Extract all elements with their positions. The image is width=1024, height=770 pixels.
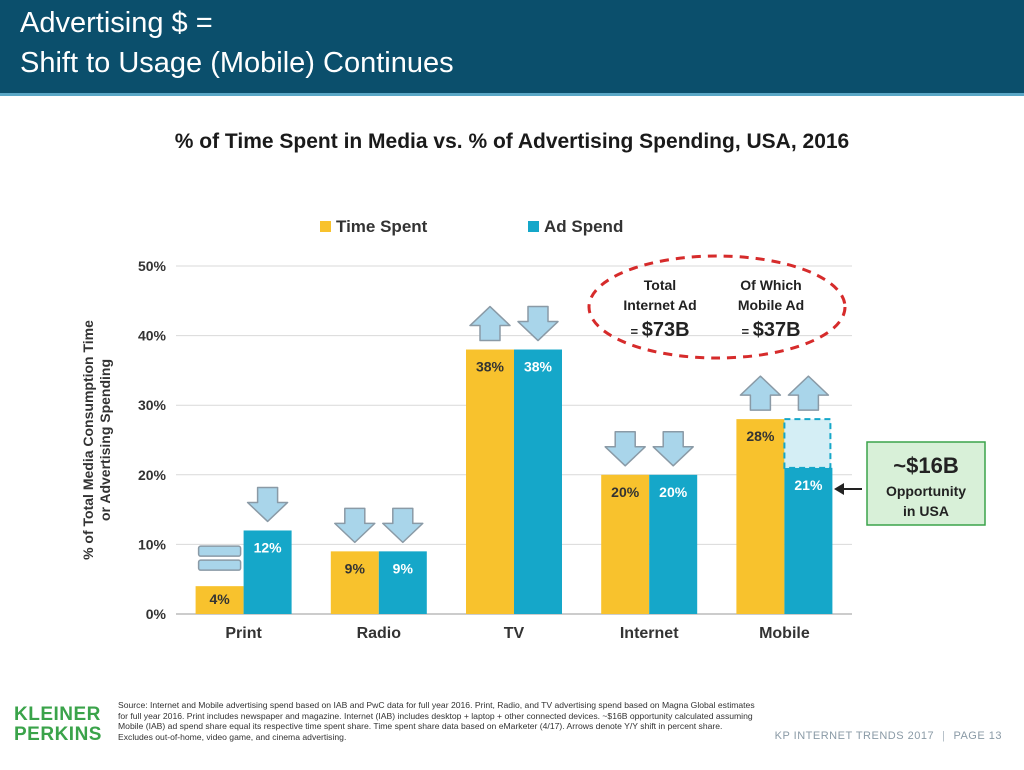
header-banner: Advertising $ = Shift to Usage (Mobile) … [0,0,1024,96]
x-tick-label: Internet [620,625,679,642]
ellipse-right-line2: Mobile Ad [738,297,804,313]
y-axis-title-line1: % of Total Media Consumption Time [80,320,96,560]
y-axis-title: % of Total Media Consumption Timeor Adve… [80,320,113,560]
bar-time-spent-print [195,586,244,614]
arrow-down-icon [334,507,376,544]
legend-swatch-time-spent [320,221,331,232]
callout-value: ~$16B [893,453,958,478]
ellipse-left-value: = $73B [630,319,689,341]
bar-ad-spend-mobile [784,467,833,614]
arrow-left-icon [834,483,844,495]
footer-separator: | [942,730,946,742]
highlight-ellipse [587,254,847,360]
bar-ad-spend-radio [378,551,427,614]
bar-ad-spend-tv [514,349,562,614]
y-axis-title-line2: or Advertising Spending [97,359,113,521]
bar-value-label: 20% [659,484,688,500]
logo-line1: KLEINER [14,704,101,725]
legend-label-ad-spend: Ad Spend [544,217,623,236]
arrow-up-icon [469,305,511,342]
arrow-down-icon [246,486,289,523]
bar-value-label: 4% [209,591,230,607]
opportunity-callout [866,441,986,526]
arrow-down-icon [652,431,694,467]
x-tick-label: Mobile [759,625,810,642]
y-tick-label: 20% [138,467,167,483]
bar-value-label: 20% [611,484,640,500]
ellipse-left-prefix: = [630,324,641,339]
callout-line2: in USA [903,503,949,519]
bar-value-label: 38% [524,359,553,375]
arrow-up-icon [787,375,830,411]
page-footer: KP INTERNET TRENDS 2017 | PAGE 13 [775,730,1002,742]
bar-value-label: 9% [393,560,414,576]
x-tick-label: Radio [357,625,402,642]
flat-arrow-icon [197,559,242,571]
bar-ad-spend-internet [649,474,698,614]
y-tick-label: 30% [138,397,167,413]
ellipse-right-value: = $37B [741,319,800,341]
footer-page-number: PAGE 13 [953,730,1002,742]
flat-arrow-icon [197,545,242,557]
kleiner-perkins-logo: KLEINER PERKINS [14,705,102,745]
arrow-up-icon [739,375,782,411]
bar-value-label: 28% [746,428,775,444]
ellipse-right-amount: $37B [753,319,801,341]
chart-title: % of Time Spent in Media vs. % of Advert… [174,130,850,153]
page-title-line2: Shift to Usage (Mobile) Continues [20,47,454,79]
legend-swatch-ad-spend [528,221,539,232]
bar-value-label: 9% [345,560,366,576]
page-title-line1: Advertising $ = [20,7,213,39]
ellipse-left-line2: Internet Ad [623,297,696,313]
ellipse-right-prefix: = [741,324,752,339]
y-tick-label: 40% [138,328,167,344]
mobile-gap-box [783,418,832,469]
logo-line2: PERKINS [14,724,102,745]
x-tick-label: TV [504,625,525,642]
bar-time-spent-radio [330,551,379,614]
ellipse-left-amount: $73B [642,319,690,341]
y-tick-label: 0% [146,606,167,622]
arrow-down-icon [604,431,646,467]
source-note: Source: Internet and Mobile advertising … [118,700,755,742]
footer-report-name: KP INTERNET TRENDS 2017 [774,730,935,742]
bar-ad-spend-print [243,530,292,614]
ellipse-right-line1: Of Which [740,277,801,293]
x-tick-label: Print [225,625,262,642]
ellipse-left-line1: Total [644,277,676,293]
arrow-down-icon [382,507,424,544]
bar-time-spent-mobile [736,419,785,614]
bar-time-spent-tv [466,349,514,614]
y-tick-label: 50% [138,258,167,274]
bar-value-label: 21% [794,477,823,493]
bar-value-label: 38% [476,359,505,375]
callout-line1: Opportunity [886,483,966,499]
y-tick-label: 10% [138,536,167,552]
bar-value-label: 12% [254,539,283,555]
bar-time-spent-internet [601,474,650,614]
arrow-down-icon [517,305,559,342]
legend-label-time-spent: Time Spent [336,217,428,236]
